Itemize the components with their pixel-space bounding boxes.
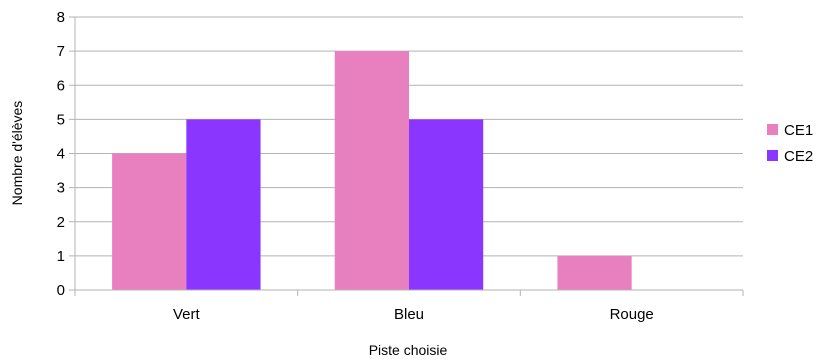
axes	[74, 17, 744, 296]
x-category-labels: Vert Bleu Rouge	[173, 306, 654, 323]
x-category-label: Bleu	[394, 306, 424, 323]
legend: CE1 CE2	[767, 122, 813, 165]
y-tick-label: 1	[57, 248, 65, 265]
y-tick-label: 5	[57, 111, 65, 128]
bar-ce1-rouge	[557, 255, 632, 290]
y-tick-label: 3	[57, 180, 65, 197]
y-tick-labels: 0 1 2 3 4 5 6 7 8	[57, 9, 65, 299]
x-category-label: Rouge	[610, 306, 654, 323]
bar-ce2-bleu	[409, 119, 484, 290]
legend-swatch	[767, 150, 778, 161]
legend-label: CE1	[784, 122, 813, 139]
y-tick-label: 6	[57, 77, 65, 94]
y-tick-label: 7	[57, 43, 65, 60]
y-tick-label: 2	[57, 214, 65, 231]
y-tick-label: 0	[57, 282, 65, 299]
legend-label: CE2	[784, 148, 813, 165]
legend-swatch	[767, 124, 778, 135]
y-tick-label: 8	[57, 9, 65, 26]
bar-ce1-vert	[112, 153, 187, 290]
x-category-label: Vert	[173, 306, 201, 323]
y-tick-label: 4	[57, 146, 65, 163]
x-axis-title: Piste choisie	[369, 342, 448, 358]
y-axis-title: Nombre d'élèves	[9, 101, 25, 206]
bar-ce2-vert	[186, 119, 261, 290]
bar-ce1-bleu	[334, 51, 409, 290]
bars	[112, 51, 632, 290]
